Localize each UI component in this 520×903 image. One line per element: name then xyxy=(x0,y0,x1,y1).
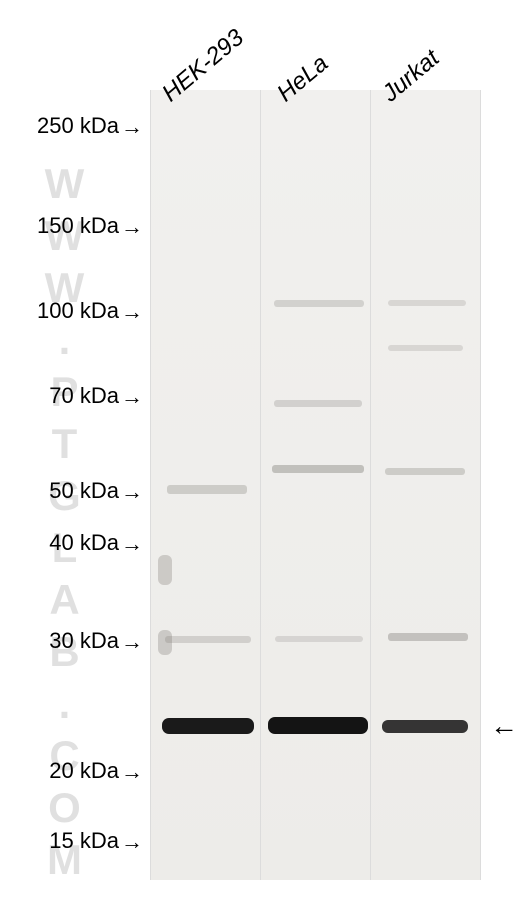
faint-band xyxy=(272,465,364,473)
faint-band xyxy=(388,345,463,351)
main-band-hela xyxy=(268,717,368,734)
mw-marker: 15 kDa→ xyxy=(49,828,143,855)
faint-band xyxy=(165,636,251,643)
arrow-icon: → xyxy=(121,214,143,240)
mw-marker: 100 kDa→ xyxy=(37,298,143,325)
edge-smudge xyxy=(158,630,172,655)
faint-band xyxy=(388,633,468,641)
faint-band xyxy=(385,468,465,475)
faint-band xyxy=(388,300,466,306)
blot-figure: WWW.PTGLAB.COM HEK-293 HeLa Jurkat 250 k… xyxy=(0,0,520,903)
faint-band xyxy=(167,485,247,494)
arrow-icon: → xyxy=(121,114,143,140)
faint-band xyxy=(274,300,364,307)
edge-smudge xyxy=(158,555,172,585)
mw-marker: 30 kDa→ xyxy=(49,628,143,655)
lane-border xyxy=(370,90,371,880)
main-band-jurkat xyxy=(382,720,468,733)
faint-band xyxy=(275,636,363,642)
arrow-icon: → xyxy=(121,479,143,505)
faint-band xyxy=(274,400,362,407)
main-band-hek293 xyxy=(162,718,254,734)
arrow-icon: → xyxy=(121,629,143,655)
arrow-icon: → xyxy=(121,384,143,410)
arrow-icon: → xyxy=(121,531,143,557)
mw-marker: 150 kDa→ xyxy=(37,213,143,240)
mw-marker: 70 kDa→ xyxy=(49,383,143,410)
mw-marker: 250 kDa→ xyxy=(37,113,143,140)
lane-border xyxy=(480,90,481,880)
mw-marker: 20 kDa→ xyxy=(49,758,143,785)
result-arrow-icon: ← xyxy=(490,710,518,742)
lane-border xyxy=(150,90,151,880)
mw-marker: 50 kDa→ xyxy=(49,478,143,505)
lane-border xyxy=(260,90,261,880)
arrow-icon: → xyxy=(121,829,143,855)
arrow-icon: → xyxy=(121,759,143,785)
arrow-icon: → xyxy=(121,299,143,325)
mw-marker: 40 kDa→ xyxy=(49,530,143,557)
